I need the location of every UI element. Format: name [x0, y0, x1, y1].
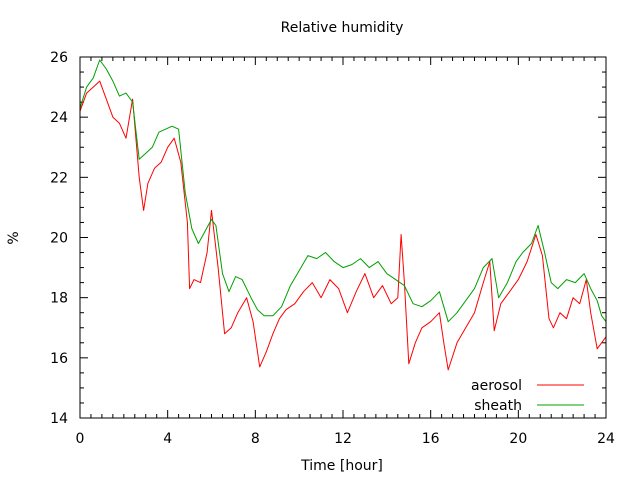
x-tick-label: 0: [76, 431, 85, 447]
legend-label-aerosol: aerosol: [471, 378, 522, 394]
series-lines: [79, 59, 607, 371]
x-tick-label: 16: [422, 431, 440, 447]
x-tick-label: 20: [509, 431, 527, 447]
y-tick-label: 16: [50, 351, 68, 367]
series-line-sheath: [79, 59, 607, 323]
y-tick-label: 20: [50, 231, 68, 247]
y-axis-label: %: [6, 231, 22, 244]
y-tick-label: 18: [50, 291, 68, 307]
legend: aerosol sheath: [471, 378, 584, 414]
x-tick-label: 24: [597, 431, 615, 447]
x-tick-label: 8: [251, 431, 260, 447]
y-tick-label: 24: [50, 110, 68, 126]
chart-title: Relative humidity: [281, 20, 404, 36]
series-line-aerosol: [79, 80, 607, 371]
y-tick-label: 26: [50, 50, 68, 66]
plot-frame: [79, 56, 607, 419]
x-axis-label: Time [hour]: [300, 458, 383, 474]
x-tick-label: 12: [334, 431, 352, 447]
axis-ticks: [79, 56, 607, 419]
x-tick-label: 4: [163, 431, 172, 447]
y-tick-label: 14: [50, 411, 68, 427]
legend-label-sheath: sheath: [474, 398, 522, 414]
y-tick-label: 22: [50, 170, 68, 186]
tick-labels: 0 4 8 12 16 20 24 14 16 18 20 22 24 26: [50, 50, 615, 447]
